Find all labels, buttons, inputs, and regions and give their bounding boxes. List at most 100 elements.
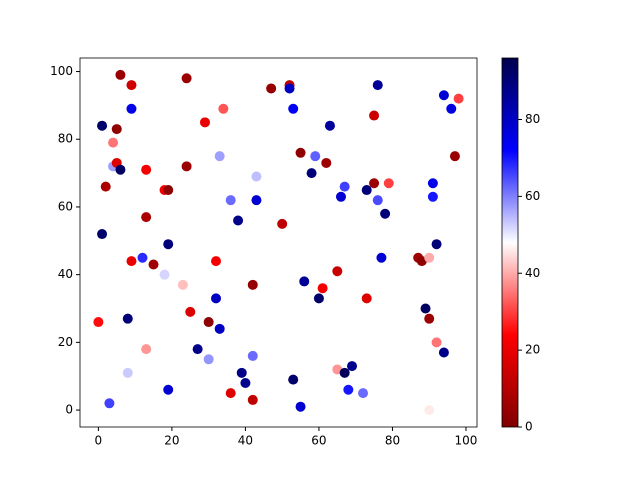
x-tick-label: 20 [164,434,179,448]
point [361,293,372,304]
point [321,157,332,168]
point [383,178,394,189]
point [115,69,126,80]
point [141,164,152,175]
point [295,401,306,412]
point [148,259,159,270]
point [122,313,133,324]
point [288,103,299,114]
point [163,384,174,395]
point [438,90,449,101]
point [427,191,438,202]
point [380,208,391,219]
point [159,269,170,280]
point [306,168,317,179]
point [438,347,449,358]
colorbar-tick-label: 40 [525,266,540,280]
point [141,212,152,223]
point [431,239,442,250]
point [247,350,258,361]
point [163,239,174,250]
point [214,151,225,162]
point [177,279,188,290]
point [277,218,288,229]
point [199,117,210,128]
point [347,361,358,372]
point [449,151,460,162]
point [446,103,457,114]
point [266,83,277,94]
point [372,80,383,91]
y-tick-label: 40 [58,267,73,281]
point [317,283,328,294]
colorbar [502,58,518,427]
point [288,374,299,385]
point [324,120,335,131]
x-tick-label: 60 [311,434,326,448]
point [218,103,229,114]
point [126,80,137,91]
point [251,171,262,182]
point [185,306,196,317]
point [181,73,192,84]
colorbar-tick-label: 0 [525,420,533,434]
point [453,93,464,104]
point [310,151,321,162]
point [427,178,438,189]
point [343,384,354,395]
x-tick-label: 40 [238,434,253,448]
point [251,195,262,206]
point [424,252,435,263]
point [247,279,258,290]
point [369,110,380,121]
y-tick-label: 80 [58,132,73,146]
point [97,229,108,240]
point [97,120,108,131]
point [247,394,258,405]
point [420,303,431,314]
point [126,103,137,114]
y-tick-label: 0 [65,403,73,417]
point [192,344,203,355]
point [335,191,346,202]
point [137,252,148,263]
colorbar-tick-label: 80 [525,112,540,126]
point [211,256,222,267]
point [203,317,214,328]
plot-frame [79,57,478,428]
point [93,317,104,328]
point [100,181,111,192]
point [163,185,174,196]
point [372,195,383,206]
x-tick-label: 0 [95,434,103,448]
point [181,161,192,172]
colorbar-tick-label: 20 [525,343,540,357]
point [358,388,369,399]
x-tick-label: 100 [455,434,478,448]
point [122,367,133,378]
colorbar-tick-label: 60 [525,189,540,203]
point [104,398,115,409]
point [339,181,350,192]
y-tick-label: 100 [50,64,73,78]
point [111,124,122,135]
point [332,266,343,277]
x-tick-label: 80 [385,434,400,448]
point [211,293,222,304]
point [225,388,236,399]
point [361,185,372,196]
y-tick-label: 60 [58,199,73,213]
point [240,377,251,388]
point [214,323,225,334]
point [369,178,380,189]
point [431,337,442,348]
point [295,147,306,158]
point [236,367,247,378]
point [376,252,387,263]
point [424,313,435,324]
point [203,354,214,365]
point [233,215,244,226]
point [225,195,236,206]
point [108,137,119,148]
